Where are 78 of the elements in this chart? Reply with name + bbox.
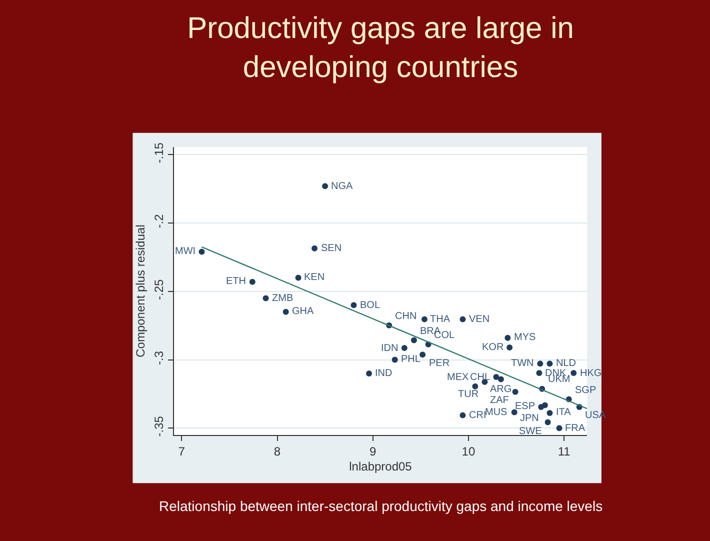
- y-tick-label: -.3: [152, 350, 166, 365]
- annotation: IDN: [381, 343, 398, 354]
- annotation: JPN: [520, 413, 539, 424]
- point: [262, 295, 269, 302]
- annotation: SWE: [519, 426, 542, 437]
- point: [460, 412, 466, 418]
- y-tick-label: -.2: [152, 214, 166, 228]
- annotation: VEN: [469, 314, 490, 325]
- annotation: ARG: [490, 384, 512, 395]
- point: [570, 370, 577, 376]
- x-tick-label: 7: [178, 444, 186, 458]
- point: [512, 388, 518, 395]
- annotation: ZAF: [490, 395, 509, 406]
- point: [537, 360, 544, 367]
- y-tick-label: -.25: [152, 278, 166, 300]
- point: [401, 345, 408, 352]
- point: [536, 370, 542, 376]
- annotation: SGP: [575, 385, 596, 396]
- annotation: BOL: [360, 300, 380, 311]
- annotation: KOR: [482, 342, 504, 353]
- annotation: MWI: [175, 246, 196, 257]
- chart-title: Productivity gaps are large in developing countries: [187, 12, 574, 84]
- point: [312, 245, 318, 252]
- point: [460, 316, 466, 322]
- annotation: FRA: [565, 423, 586, 434]
- point: [546, 360, 553, 367]
- y-axis-title: Component plus residual: [134, 224, 148, 358]
- annotation: IND: [375, 368, 392, 379]
- annotation: PHL: [401, 354, 421, 365]
- annotation: CHN: [395, 311, 417, 322]
- annotation: KEN: [304, 272, 325, 283]
- point: [392, 356, 398, 363]
- y-tick-label: -.15: [152, 142, 166, 164]
- annotation: GHA: [292, 306, 314, 317]
- annotation: CHL: [470, 372, 490, 383]
- x-tick-label: 8: [274, 444, 281, 458]
- annotation: TWN: [511, 358, 534, 369]
- annotation: MUS: [485, 407, 508, 418]
- point: [556, 425, 562, 432]
- annotation: MYS: [514, 332, 536, 343]
- point: [282, 308, 289, 315]
- point: [322, 183, 328, 190]
- point: [493, 374, 500, 380]
- point: [506, 344, 513, 350]
- point: [544, 419, 551, 426]
- annotation: THA: [430, 314, 450, 325]
- point: [295, 274, 302, 281]
- point: [504, 334, 511, 341]
- point: [249, 278, 256, 285]
- point: [542, 402, 548, 408]
- text: Relationship between inter-sectoral productivity gaps and income levels: [159, 498, 603, 514]
- x-tick-label: 11: [558, 444, 571, 458]
- annotation: NLD: [556, 358, 576, 369]
- x-tick-label: 10: [462, 444, 476, 458]
- point: [410, 337, 417, 344]
- annotation: HKG: [580, 368, 602, 379]
- annotation: MEX: [447, 372, 469, 383]
- annotation: ETH: [226, 276, 246, 287]
- annotation: ESP: [515, 401, 536, 412]
- annotation: NGA: [331, 181, 353, 192]
- point: [498, 376, 504, 382]
- point: [420, 352, 426, 358]
- point: [421, 316, 428, 322]
- point: [366, 370, 372, 376]
- annotation: TUR: [458, 389, 479, 400]
- x-tick-label: 9: [370, 444, 377, 458]
- point: [511, 409, 518, 416]
- point: [350, 302, 357, 308]
- point: [546, 410, 553, 416]
- annotation: CRI: [469, 410, 486, 421]
- point: [472, 383, 478, 390]
- annotation: ZMB: [272, 293, 294, 304]
- annotation: SEN: [321, 243, 342, 254]
- x-axis-title: lnlabprod05: [349, 459, 412, 474]
- annotation: PER: [429, 358, 450, 369]
- point: [198, 248, 205, 255]
- y-tick-label: -.35: [152, 416, 166, 437]
- annotation: ITA: [556, 407, 572, 418]
